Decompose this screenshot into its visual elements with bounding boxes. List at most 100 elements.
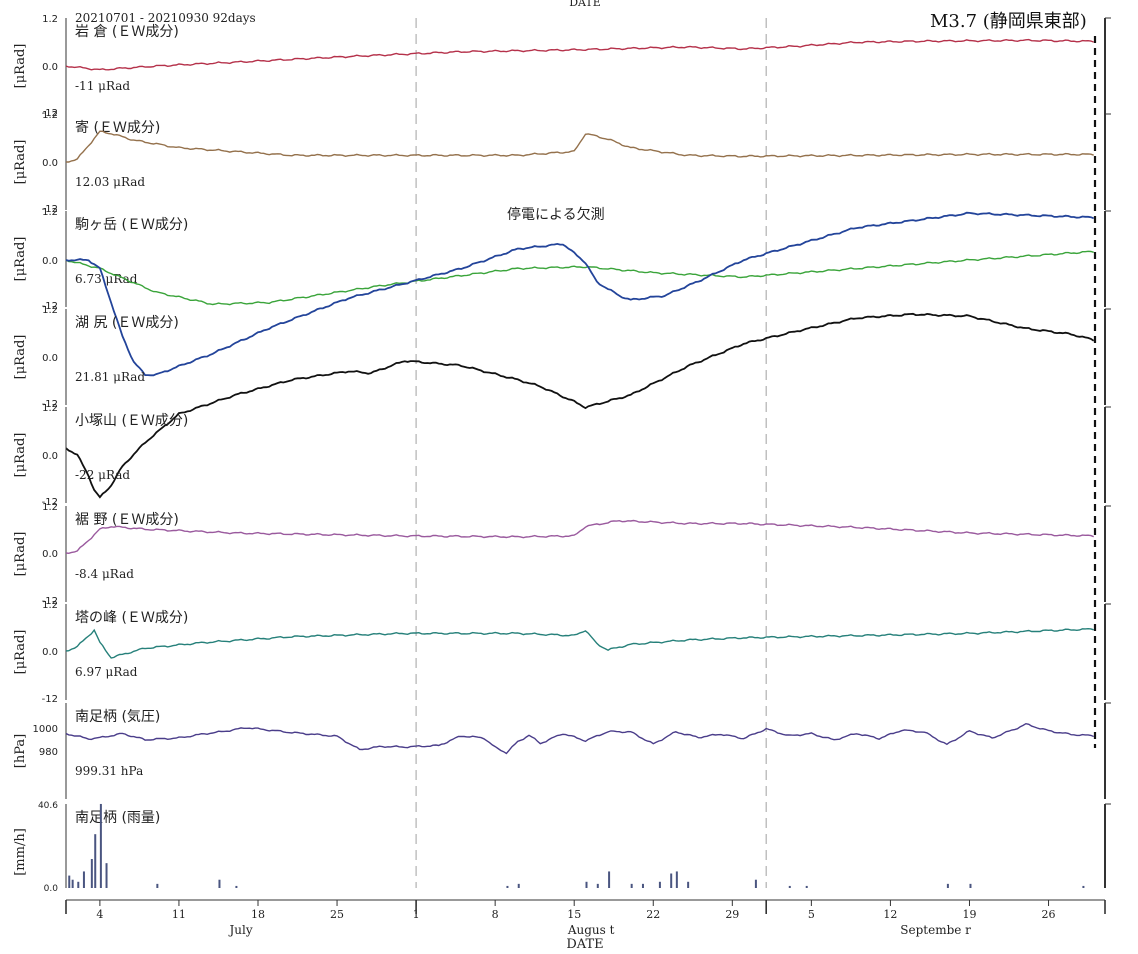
rain-bar bbox=[68, 875, 71, 888]
rain-bar bbox=[596, 883, 599, 888]
day-tick-label: 18 bbox=[251, 908, 265, 921]
station-label: 駒ヶ岳 (ＥＷ成分) bbox=[75, 217, 188, 233]
series-line-1 bbox=[66, 130, 1094, 163]
series-line-3 bbox=[65, 211, 1095, 377]
rain-bar bbox=[90, 859, 93, 888]
rain-bar bbox=[658, 881, 661, 888]
rain-bar bbox=[969, 883, 972, 888]
series-line-2 bbox=[65, 250, 1094, 306]
day-tick-label: 22 bbox=[646, 908, 660, 921]
value-label: -11 μRad bbox=[75, 79, 130, 93]
day-tick-label: 12 bbox=[883, 908, 897, 921]
y-tick-label: -12 bbox=[42, 204, 58, 215]
day-tick-label: 5 bbox=[808, 908, 815, 921]
rain-bar bbox=[670, 873, 673, 888]
y-axis-label: [μRad] bbox=[13, 44, 28, 89]
series-line-6 bbox=[65, 519, 1094, 555]
rain-bar bbox=[218, 879, 221, 888]
y-axis-label: [μRad] bbox=[13, 140, 28, 185]
value-label: -8.4 μRad bbox=[75, 567, 134, 581]
station-label: 南足柄 (気圧) bbox=[75, 709, 160, 725]
rain-bar bbox=[946, 883, 949, 888]
rain-bar bbox=[82, 871, 85, 888]
y-tick-label: 1.2 bbox=[42, 207, 58, 218]
y-tick-label: 0.0 bbox=[42, 158, 58, 169]
value-label: 21.81 μRad bbox=[75, 370, 145, 384]
rain-bar bbox=[77, 881, 80, 888]
rain-bar bbox=[105, 863, 108, 888]
rain-bar bbox=[687, 881, 690, 888]
y-tick-label: -12 bbox=[42, 108, 58, 119]
y-axis-label: [μRad] bbox=[13, 335, 28, 380]
rain-bar bbox=[608, 871, 611, 888]
rain-bar bbox=[517, 883, 520, 888]
value-label: -22 μRad bbox=[75, 468, 130, 482]
rain-bar bbox=[675, 871, 678, 888]
month-label: Augus t bbox=[567, 923, 615, 937]
day-tick-label: 25 bbox=[330, 908, 344, 921]
station-label: 小塚山 (ＥＷ成分) bbox=[75, 413, 188, 429]
rain-bar bbox=[235, 885, 238, 888]
y-tick-label: 0.0 bbox=[44, 884, 59, 894]
top-axis-label: DATE bbox=[569, 0, 601, 9]
y-tick-label: -12 bbox=[42, 399, 58, 410]
day-tick-label: 19 bbox=[962, 908, 976, 921]
rain-bar bbox=[506, 885, 509, 888]
rain-bar bbox=[805, 885, 808, 888]
rain-bar bbox=[94, 834, 97, 888]
y-tick-label: 0.0 bbox=[42, 549, 58, 560]
day-tick-label: 11 bbox=[172, 908, 186, 921]
y-tick-label: 0.0 bbox=[42, 647, 58, 658]
y-tick-label: 1000 bbox=[33, 724, 58, 735]
period-label: 20210701 - 20210930 92days bbox=[75, 11, 256, 25]
y-tick-label: 1.2 bbox=[42, 403, 58, 414]
day-tick-label: 8 bbox=[492, 908, 499, 921]
y-tick-label: 980 bbox=[39, 747, 58, 758]
y-axis-label: [μRad] bbox=[13, 630, 28, 675]
rain-bar bbox=[788, 885, 791, 888]
station-label: 塔の峰 (ＥＷ成分) bbox=[75, 610, 188, 626]
station-label: 寄 (ＥＷ成分) bbox=[75, 119, 160, 136]
y-axis-label: [μRad] bbox=[13, 237, 28, 282]
series-line-4 bbox=[65, 312, 1095, 499]
rain-bar bbox=[585, 881, 588, 888]
y-tick-label: -12 bbox=[42, 596, 58, 607]
month-label: Septembe r bbox=[900, 923, 971, 937]
event-label: M3.7 (静岡県東部) bbox=[930, 11, 1087, 32]
rain-bar bbox=[641, 883, 644, 888]
day-tick-label: 29 bbox=[725, 908, 739, 921]
value-label: 999.31 hPa bbox=[75, 764, 143, 778]
rain-bar bbox=[1082, 885, 1085, 888]
day-tick-label: 26 bbox=[1042, 908, 1056, 921]
y-tick-label: 1.2 bbox=[42, 600, 58, 611]
y-tick-label: 1.2 bbox=[42, 305, 58, 316]
y-tick-label: -12 bbox=[42, 694, 58, 705]
station-label: 湖 尻 (ＥＷ成分) bbox=[75, 315, 179, 331]
day-tick-label: 4 bbox=[96, 908, 103, 921]
value-label: 6.73 μRad bbox=[75, 272, 138, 286]
y-tick-label: 40.6 bbox=[38, 801, 58, 811]
rain-bar bbox=[156, 883, 159, 888]
value-label: 12.03 μRad bbox=[75, 175, 145, 189]
y-tick-label: 1.2 bbox=[42, 14, 58, 25]
rain-bar bbox=[71, 879, 74, 888]
y-tick-label: 0.0 bbox=[42, 62, 58, 73]
month-label: July bbox=[227, 923, 252, 937]
day-tick-label: 1 bbox=[413, 908, 420, 921]
station-label: 南足柄 (雨量) bbox=[75, 810, 160, 826]
y-axis-label: [hPa] bbox=[13, 734, 28, 768]
x-axis-title: DATE bbox=[566, 937, 603, 952]
y-axis-label: [mm/h] bbox=[13, 828, 28, 876]
rain-bar bbox=[630, 883, 633, 888]
y-tick-label: -12 bbox=[42, 497, 58, 508]
y-tick-label: 0.0 bbox=[42, 353, 58, 364]
rain-bar bbox=[754, 879, 757, 888]
series-line-7 bbox=[65, 627, 1094, 659]
y-tick-label: 0.0 bbox=[42, 451, 58, 462]
station-label: 裾 野 (ＥＷ成分) bbox=[75, 512, 179, 528]
day-tick-label: 15 bbox=[567, 908, 581, 921]
station-label: 岩 倉 (ＥＷ成分) bbox=[75, 24, 179, 40]
y-tick-label: -12 bbox=[42, 301, 58, 312]
y-tick-label: 1.2 bbox=[42, 110, 58, 121]
